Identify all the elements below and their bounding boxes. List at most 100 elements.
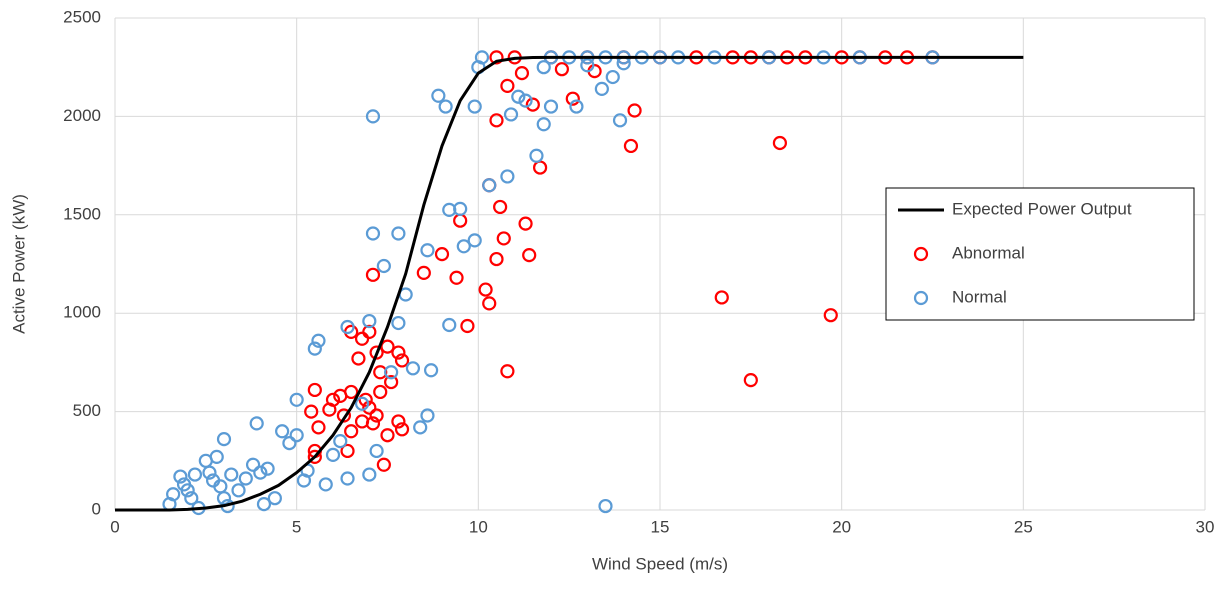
point bbox=[325, 447, 341, 462]
x-tick-label: 25 bbox=[1014, 517, 1033, 536]
point bbox=[478, 282, 493, 297]
point bbox=[173, 469, 188, 484]
point bbox=[260, 461, 275, 476]
legend-label: Abnormal bbox=[952, 243, 1025, 262]
point bbox=[518, 93, 533, 108]
point bbox=[493, 199, 508, 215]
point bbox=[514, 66, 530, 81]
point bbox=[416, 265, 431, 280]
point bbox=[500, 169, 515, 184]
point bbox=[245, 457, 261, 472]
point bbox=[431, 88, 446, 103]
point bbox=[369, 408, 384, 423]
y-tick-label: 1000 bbox=[63, 303, 101, 322]
point bbox=[384, 365, 399, 380]
point bbox=[365, 267, 381, 282]
point bbox=[500, 78, 515, 93]
point bbox=[376, 457, 391, 472]
point bbox=[536, 60, 551, 75]
point bbox=[612, 113, 628, 128]
legend-marker bbox=[913, 246, 929, 262]
x-tick-label: 30 bbox=[1196, 517, 1215, 536]
point bbox=[605, 69, 620, 85]
y-tick-label: 1500 bbox=[63, 204, 101, 223]
point bbox=[532, 160, 548, 175]
legend-label: Normal bbox=[952, 287, 1007, 306]
point bbox=[413, 420, 428, 435]
point bbox=[823, 308, 838, 323]
point bbox=[362, 313, 377, 329]
point bbox=[184, 491, 199, 506]
point bbox=[420, 408, 435, 423]
point bbox=[238, 471, 253, 486]
point bbox=[333, 388, 348, 403]
point bbox=[256, 496, 272, 512]
x-tick-label: 15 bbox=[651, 517, 670, 536]
point bbox=[365, 226, 381, 241]
point bbox=[362, 400, 377, 415]
point bbox=[554, 62, 570, 77]
point bbox=[529, 148, 544, 163]
point bbox=[405, 361, 421, 376]
point bbox=[311, 333, 326, 348]
point bbox=[267, 491, 282, 506]
point bbox=[772, 135, 788, 151]
point bbox=[373, 365, 388, 380]
x-tick-label: 5 bbox=[292, 517, 301, 536]
point bbox=[467, 99, 482, 114]
point bbox=[380, 428, 395, 443]
point bbox=[474, 50, 490, 65]
point bbox=[511, 89, 526, 104]
y-tick-label: 500 bbox=[73, 401, 101, 420]
x-axis-label: Wind Speed (m/s) bbox=[592, 554, 728, 573]
point bbox=[340, 443, 355, 459]
point bbox=[311, 420, 326, 435]
x-tick-label: 0 bbox=[110, 517, 119, 536]
point bbox=[522, 248, 537, 263]
point bbox=[307, 341, 322, 356]
point bbox=[438, 99, 453, 114]
point bbox=[598, 498, 613, 514]
point bbox=[180, 483, 195, 498]
point bbox=[369, 345, 384, 360]
point bbox=[336, 408, 351, 423]
power-curve bbox=[115, 55, 1024, 512]
point bbox=[358, 392, 373, 407]
point bbox=[482, 296, 497, 311]
point bbox=[594, 81, 609, 96]
point bbox=[202, 465, 217, 480]
point bbox=[354, 331, 370, 346]
point bbox=[714, 290, 729, 305]
point bbox=[500, 364, 515, 379]
point bbox=[351, 351, 366, 366]
point bbox=[340, 471, 355, 486]
point bbox=[449, 270, 464, 285]
point bbox=[424, 363, 439, 378]
point bbox=[536, 117, 551, 132]
point bbox=[365, 416, 381, 431]
point bbox=[362, 467, 377, 482]
point bbox=[344, 424, 359, 439]
x-tick-label: 10 bbox=[469, 517, 488, 536]
point bbox=[216, 432, 232, 447]
point bbox=[166, 487, 181, 502]
point bbox=[384, 374, 399, 390]
point bbox=[275, 424, 290, 439]
point bbox=[627, 103, 642, 118]
point bbox=[569, 99, 584, 114]
point bbox=[434, 247, 450, 262]
legend-label: Expected Power Output bbox=[952, 199, 1132, 218]
point bbox=[489, 113, 504, 128]
point bbox=[249, 416, 264, 431]
point bbox=[482, 178, 497, 193]
point bbox=[453, 201, 468, 216]
point bbox=[391, 315, 406, 331]
point bbox=[489, 50, 504, 65]
point bbox=[282, 435, 297, 451]
point bbox=[289, 428, 304, 443]
point bbox=[307, 382, 322, 398]
point bbox=[307, 449, 322, 464]
point bbox=[453, 213, 468, 228]
point bbox=[442, 317, 457, 333]
